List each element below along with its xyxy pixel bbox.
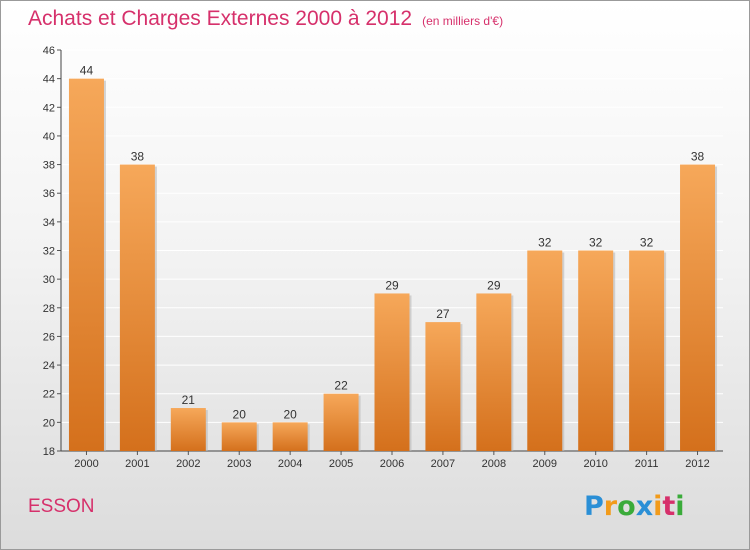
chart-title-text: Achats et Charges Externes 2000 à 2012 [28, 7, 413, 30]
y-tick-label: 32 [43, 246, 55, 258]
x-tick-label: 2010 [583, 458, 607, 470]
x-tick-label: 2003 [227, 458, 251, 470]
bar [68, 78, 104, 452]
bar [374, 293, 410, 451]
x-tick-label: 2006 [380, 458, 404, 470]
x-tick-label: 2007 [431, 458, 455, 470]
data-label: 20 [233, 407, 247, 421]
data-label: 21 [182, 393, 196, 407]
data-label: 32 [640, 236, 654, 250]
logo-letter: P [584, 491, 604, 522]
logo-letter: t [662, 491, 676, 522]
data-label: 32 [589, 236, 603, 250]
x-tick-label: 2001 [125, 458, 149, 470]
data-label: 27 [436, 307, 450, 321]
data-label: 29 [385, 278, 399, 292]
y-tick-label: 28 [43, 303, 55, 315]
y-tick-label: 44 [43, 74, 55, 86]
bar [119, 164, 155, 452]
x-tick-label: 2004 [278, 458, 302, 470]
y-tick-label: 46 [43, 45, 55, 57]
proxiti-logo: Proxiti [584, 491, 685, 523]
bar [527, 250, 563, 451]
bar [476, 293, 512, 451]
data-label: 32 [538, 236, 552, 250]
y-tick-label: 24 [43, 360, 55, 372]
commune-name: ESSON [28, 496, 95, 517]
y-tick-label: 40 [43, 131, 55, 143]
y-tick-label: 26 [43, 331, 55, 343]
x-tick-label: 2002 [176, 458, 200, 470]
chart-subtitle: (en milliers d'€) [422, 14, 504, 28]
logo-letter: i [653, 491, 663, 522]
y-tick-label: 18 [43, 446, 55, 458]
x-tick-label: 2012 [685, 458, 709, 470]
y-tick-label: 38 [43, 160, 55, 172]
bar [170, 408, 206, 451]
bar [425, 322, 461, 451]
bar [323, 393, 359, 451]
x-tick-label: 2008 [482, 458, 506, 470]
bar [578, 250, 614, 451]
data-label: 22 [334, 379, 348, 393]
x-tick-label: 2011 [635, 458, 659, 470]
x-tick-label: 2000 [74, 458, 98, 470]
x-tick-label: 2005 [329, 458, 353, 470]
logo-letter: r [603, 491, 618, 522]
y-tick-label: 22 [43, 389, 55, 401]
logo-letter: x [635, 491, 654, 522]
data-label: 29 [487, 278, 501, 292]
data-label: 20 [283, 407, 297, 421]
y-tick-label: 36 [43, 188, 55, 200]
chart-title: Achats et Charges Externes 2000 à 2012 (e… [28, 5, 503, 35]
bar [680, 164, 716, 452]
y-tick-label: 20 [43, 417, 55, 429]
bar [629, 250, 665, 451]
logo-letter: o [617, 491, 636, 522]
x-tick-label: 2009 [533, 458, 557, 470]
data-label: 38 [131, 150, 145, 164]
bar [221, 422, 257, 451]
y-tick-label: 30 [43, 274, 55, 286]
data-label: 38 [691, 150, 705, 164]
bar [272, 422, 308, 451]
y-tick-label: 42 [43, 102, 55, 114]
y-tick-label: 34 [43, 217, 55, 229]
data-label: 44 [80, 64, 94, 78]
logo-letter: i [675, 491, 685, 522]
